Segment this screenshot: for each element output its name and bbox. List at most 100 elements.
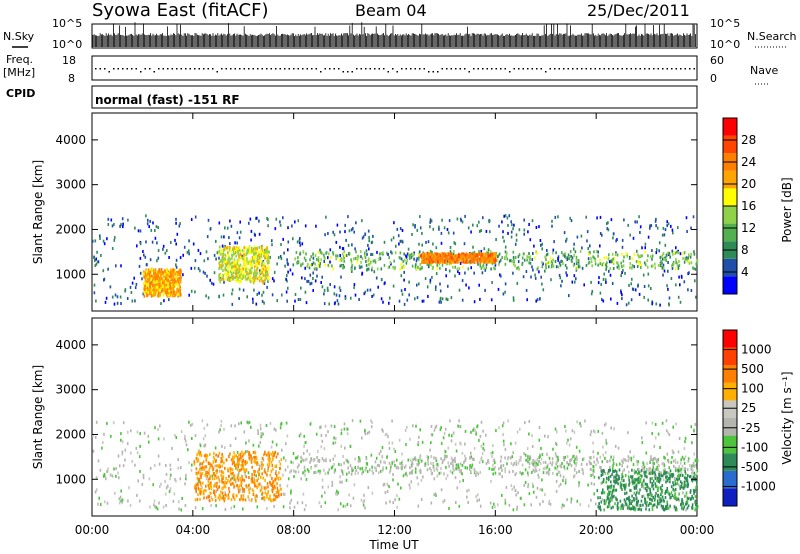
velocity-cell: [270, 469, 273, 473]
power-cell: [633, 265, 635, 269]
power-cell: [332, 250, 334, 254]
power-cell: [429, 249, 432, 253]
nsky-tick-top: 10^5: [52, 17, 82, 30]
velocity-cell: [92, 449, 95, 453]
power-cell: [258, 262, 260, 265]
velocity-cell: [214, 460, 217, 464]
freq-dot: [153, 71, 155, 73]
velocity-cell: [228, 487, 230, 490]
power-cell: [154, 276, 156, 280]
nsky-trace: [92, 22, 696, 47]
power-cell: [376, 267, 379, 271]
velocity-cell: [458, 425, 461, 428]
power-cell: [371, 268, 373, 272]
power-cell: [504, 214, 507, 218]
power-cell: [243, 267, 246, 270]
power-cell: [149, 258, 152, 262]
power-cell: [144, 255, 147, 259]
velocity-cell: [523, 503, 526, 507]
power-cell: [218, 221, 221, 225]
power-cell: [215, 257, 217, 261]
power-cell: [536, 298, 539, 302]
velocity-cell: [248, 491, 251, 495]
power-cell: [221, 250, 224, 253]
power-cell: [237, 252, 239, 256]
power-cell: [561, 279, 563, 283]
power-cell: [275, 217, 278, 221]
power-cell: [696, 258, 699, 262]
power-cell: [637, 259, 639, 263]
freq-dot: [603, 68, 605, 70]
velocity-cell: [683, 461, 686, 465]
power-cell: [401, 292, 404, 296]
power-cell: [254, 233, 256, 237]
power-cell: [403, 252, 405, 256]
power-cell: [661, 233, 664, 237]
power-cell: [393, 221, 395, 225]
velocity-cell: [177, 458, 179, 462]
power-cell: [218, 256, 220, 260]
velocity-cell: [224, 491, 226, 495]
velocity-cell: [258, 472, 260, 476]
power-cell: [244, 275, 247, 279]
velocity-cell: [212, 467, 215, 471]
velocity-cell: [229, 469, 232, 473]
velocity-cell: [244, 451, 246, 455]
power-cell: [647, 254, 649, 258]
velocity-cell: [501, 424, 504, 428]
velocity-cell: [320, 425, 322, 429]
power-cell: [439, 282, 441, 286]
velocity-cell: [272, 485, 274, 489]
power-cell: [557, 265, 560, 269]
power-cell: [449, 246, 452, 249]
power-cell: [399, 251, 402, 255]
velocity-cell: [433, 493, 435, 497]
velocity-cell: [279, 462, 282, 466]
power-cell: [664, 243, 667, 247]
velocity-cell: [393, 447, 395, 451]
velocity-cell: [194, 484, 196, 488]
power-cell: [564, 263, 567, 267]
velocity-cell: [216, 488, 219, 492]
velocity-cell: [224, 466, 226, 470]
velocity-cell: [158, 501, 160, 505]
power-cell: [655, 251, 658, 255]
power-cell: [228, 275, 230, 279]
power-cell: [238, 273, 240, 277]
power-cell: [177, 286, 180, 290]
freq-dot: [167, 68, 169, 70]
velocity-cell: [611, 467, 614, 471]
power-cell: [218, 295, 220, 299]
power-cell: [671, 228, 674, 232]
velocity-cell: [445, 477, 448, 481]
velocity-cell: [264, 491, 266, 495]
power-cell: [518, 228, 521, 232]
velocity-cell: [208, 462, 211, 466]
freq-dot: [248, 68, 250, 70]
power-cell: [389, 261, 392, 265]
velocity-cell: [227, 493, 230, 497]
power-cell: [177, 294, 179, 298]
power-cell: [573, 247, 575, 251]
power-cell: [467, 226, 470, 230]
colorbar-segment: [723, 206, 737, 224]
freq-dot: [396, 71, 398, 73]
velocity-cell: [122, 421, 125, 425]
power-cell: [162, 285, 164, 289]
velocity-cell: [324, 472, 327, 476]
power-cell: [439, 260, 442, 264]
power-cell: [120, 264, 122, 268]
velocity-cell: [248, 498, 250, 502]
velocity-cell: [569, 437, 572, 441]
power-cell: [186, 250, 189, 254]
power-cell: [337, 302, 340, 306]
velocity-cell: [97, 502, 99, 506]
power-cell: [239, 251, 242, 255]
velocity-cell: [272, 467, 274, 471]
velocity-cell: [397, 482, 399, 486]
power-cell: [340, 257, 343, 261]
power-cell: [400, 262, 403, 266]
freq-dot: [374, 68, 376, 70]
velocity-cell: [216, 469, 218, 472]
velocity-cell: [250, 425, 252, 429]
